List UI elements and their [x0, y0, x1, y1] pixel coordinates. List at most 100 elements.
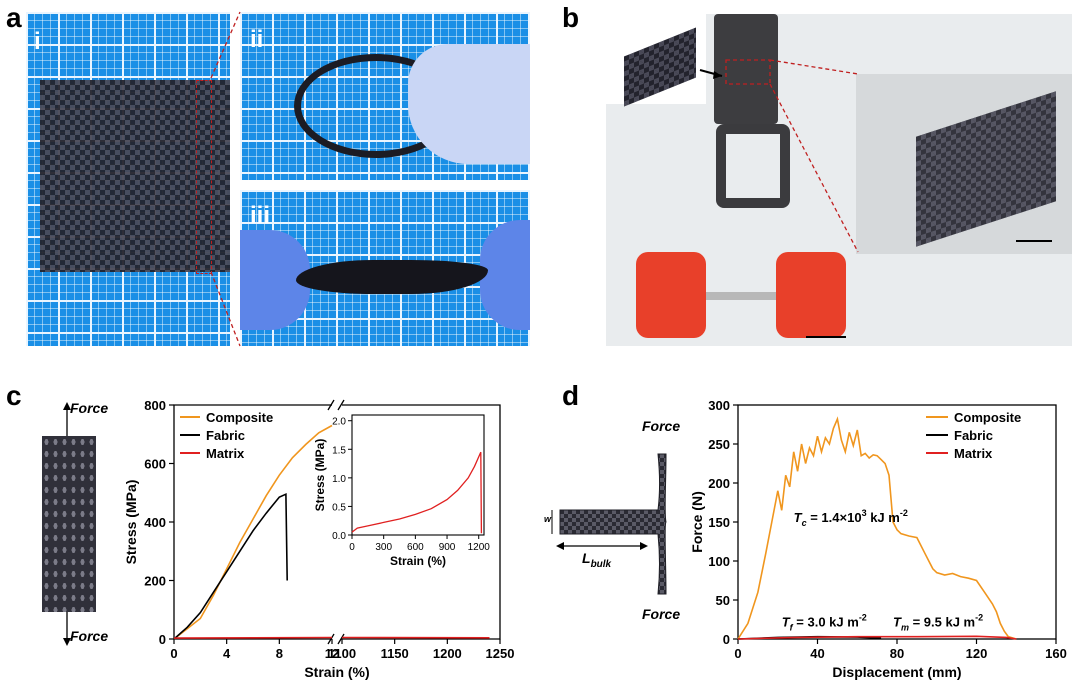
- c-legend-label: Fabric: [206, 428, 245, 443]
- sub-label-iii: iii: [250, 202, 271, 229]
- d-legend-label: Fabric: [954, 428, 993, 443]
- d-xtick-label: 0: [734, 646, 741, 661]
- photo-b: [606, 14, 1072, 346]
- clamp-hook: [716, 124, 790, 208]
- d-xtick-label: 120: [966, 646, 988, 661]
- b-zoom-fabric: [916, 91, 1056, 247]
- c-inset-ytick-label: 2.0: [332, 417, 346, 428]
- c-xtick-label: 8: [276, 646, 283, 661]
- c-axis-frame-left: [173, 404, 332, 640]
- c-xtick-label: 0: [170, 646, 177, 661]
- d-ytick-label: 300: [708, 398, 730, 413]
- c-inset-xaxis-title: Strain (%): [390, 554, 446, 568]
- c-axis-break-mark: [327, 633, 335, 645]
- d-ytick-label: 150: [708, 515, 730, 530]
- panel-label-d: d: [562, 380, 580, 411]
- d-ytick-label: 250: [708, 437, 730, 452]
- b-zoom-photo: [856, 74, 1072, 254]
- d-xtick-label: 160: [1045, 646, 1067, 661]
- d-trouser-specimen-drawing: [551, 453, 667, 595]
- c-ytick-label: 400: [144, 515, 166, 530]
- c-inset-xtick-label: 900: [439, 542, 456, 553]
- c-yaxis-title: Stress (MPa): [123, 480, 139, 565]
- c-xtick-label: 1100: [328, 646, 356, 661]
- c-axis-frame-right: [342, 404, 501, 640]
- c-xtick-label: 1250: [486, 646, 515, 661]
- d-force-top-label: Force: [642, 418, 681, 434]
- photo-a-ii: ii: [240, 12, 530, 180]
- c-xtick-label: 12: [325, 646, 339, 661]
- c-inset-ytick-label: 1.0: [332, 474, 346, 485]
- d-ytick-label: 200: [708, 476, 730, 491]
- d-force-bottom-label: Force: [642, 606, 681, 622]
- sub-label-i: i: [34, 28, 41, 55]
- c-axis-break-mark: [337, 633, 345, 645]
- d-legend-label: Matrix: [954, 446, 993, 461]
- c-inset-ytick-label: 1.5: [332, 445, 346, 456]
- carbon-fabric-sheet: [40, 80, 230, 272]
- c-force-top-label: Force: [70, 400, 109, 416]
- c-inset-xtick-label: 0: [349, 542, 355, 553]
- c-arrow-up-icon: [63, 402, 71, 438]
- photo-a-iii: iii: [240, 190, 530, 346]
- c-inset-series-matrix: [351, 451, 483, 534]
- scale-bar-b-zoom: [1016, 240, 1052, 242]
- d-ytick-label: 0: [723, 632, 730, 647]
- dumbbell-bar: [706, 292, 776, 300]
- c-series-composite: [173, 424, 333, 640]
- c-legend-label: Composite: [206, 410, 273, 425]
- d-xaxis-title: Displacement (mm): [832, 664, 961, 680]
- scale-bar-b: [806, 336, 846, 338]
- c-inset-xtick-label: 1200: [468, 542, 491, 553]
- c-inset-ytick-label: 0.0: [332, 531, 346, 542]
- c-legend-label: Matrix: [206, 446, 245, 461]
- c-inset-frame: [351, 414, 485, 536]
- c-ytick-label: 600: [144, 457, 166, 472]
- dumbbell-plate-right: [776, 252, 846, 338]
- b-inset-fabric: [624, 27, 696, 107]
- d-annotation-toughness: Tf = 3.0 kJ m-2: [782, 613, 867, 633]
- c-series-fabric: [173, 492, 288, 640]
- c-ytick-label: 0: [159, 632, 166, 647]
- c-specimen-fabric: [42, 436, 96, 612]
- zoom-region: [196, 80, 212, 274]
- c-axis-break-mark: [327, 399, 335, 411]
- panel-label-c: c: [6, 380, 22, 411]
- c-xtick-label: 4: [223, 646, 231, 661]
- panel-label-b: b: [562, 2, 580, 33]
- d-xtick-label: 40: [810, 646, 824, 661]
- d-annotation-toughness: Tm = 9.5 kJ m-2: [893, 613, 983, 633]
- c-inset-xtick-label: 300: [375, 542, 392, 553]
- tensile-clamp-icon: [714, 14, 778, 124]
- sub-label-ii: ii: [250, 26, 264, 53]
- d-series-composite: [737, 416, 1017, 640]
- c-inset-xtick-label: 600: [407, 542, 424, 553]
- d-yaxis-title: Force (N): [692, 491, 705, 552]
- twisted-strip: [296, 260, 488, 294]
- d-specimen-schematic: Force Force w Lbulk: [544, 414, 698, 624]
- d-length-label: Lbulk: [582, 550, 611, 570]
- c-ytick-label: 200: [144, 574, 166, 589]
- c-series-matrix: [173, 636, 333, 639]
- d-annotation-toughness: Tc = 1.4×103 kJ m-2: [794, 508, 908, 528]
- d-xtick-label: 80: [890, 646, 904, 661]
- d-ytick-label: 100: [708, 554, 730, 569]
- dumbbell-weight-icon: [636, 252, 846, 342]
- gloved-fingers-icon: [408, 44, 530, 164]
- dumbbell-plate-left: [636, 252, 706, 338]
- d-length-label-main: L: [582, 550, 591, 566]
- c-xtick-label: 1150: [381, 646, 409, 661]
- d-series-matrix: [737, 635, 1017, 640]
- d-ytick-label: 50: [716, 593, 730, 608]
- c-axis-break-mark: [337, 399, 345, 411]
- b-top-inset: [606, 14, 706, 107]
- c-force-bottom-label: Force: [70, 628, 109, 644]
- c-xtick-label: 1200: [433, 646, 462, 661]
- d-legend-label: Composite: [954, 410, 1021, 425]
- glove-right: [480, 220, 530, 330]
- c-inset-yaxis-title: Stress (MPa): [313, 439, 327, 512]
- d-width-label: w: [544, 514, 552, 524]
- c-inset-ytick-label: 0.5: [332, 502, 346, 513]
- panel-label-a: a: [6, 2, 22, 33]
